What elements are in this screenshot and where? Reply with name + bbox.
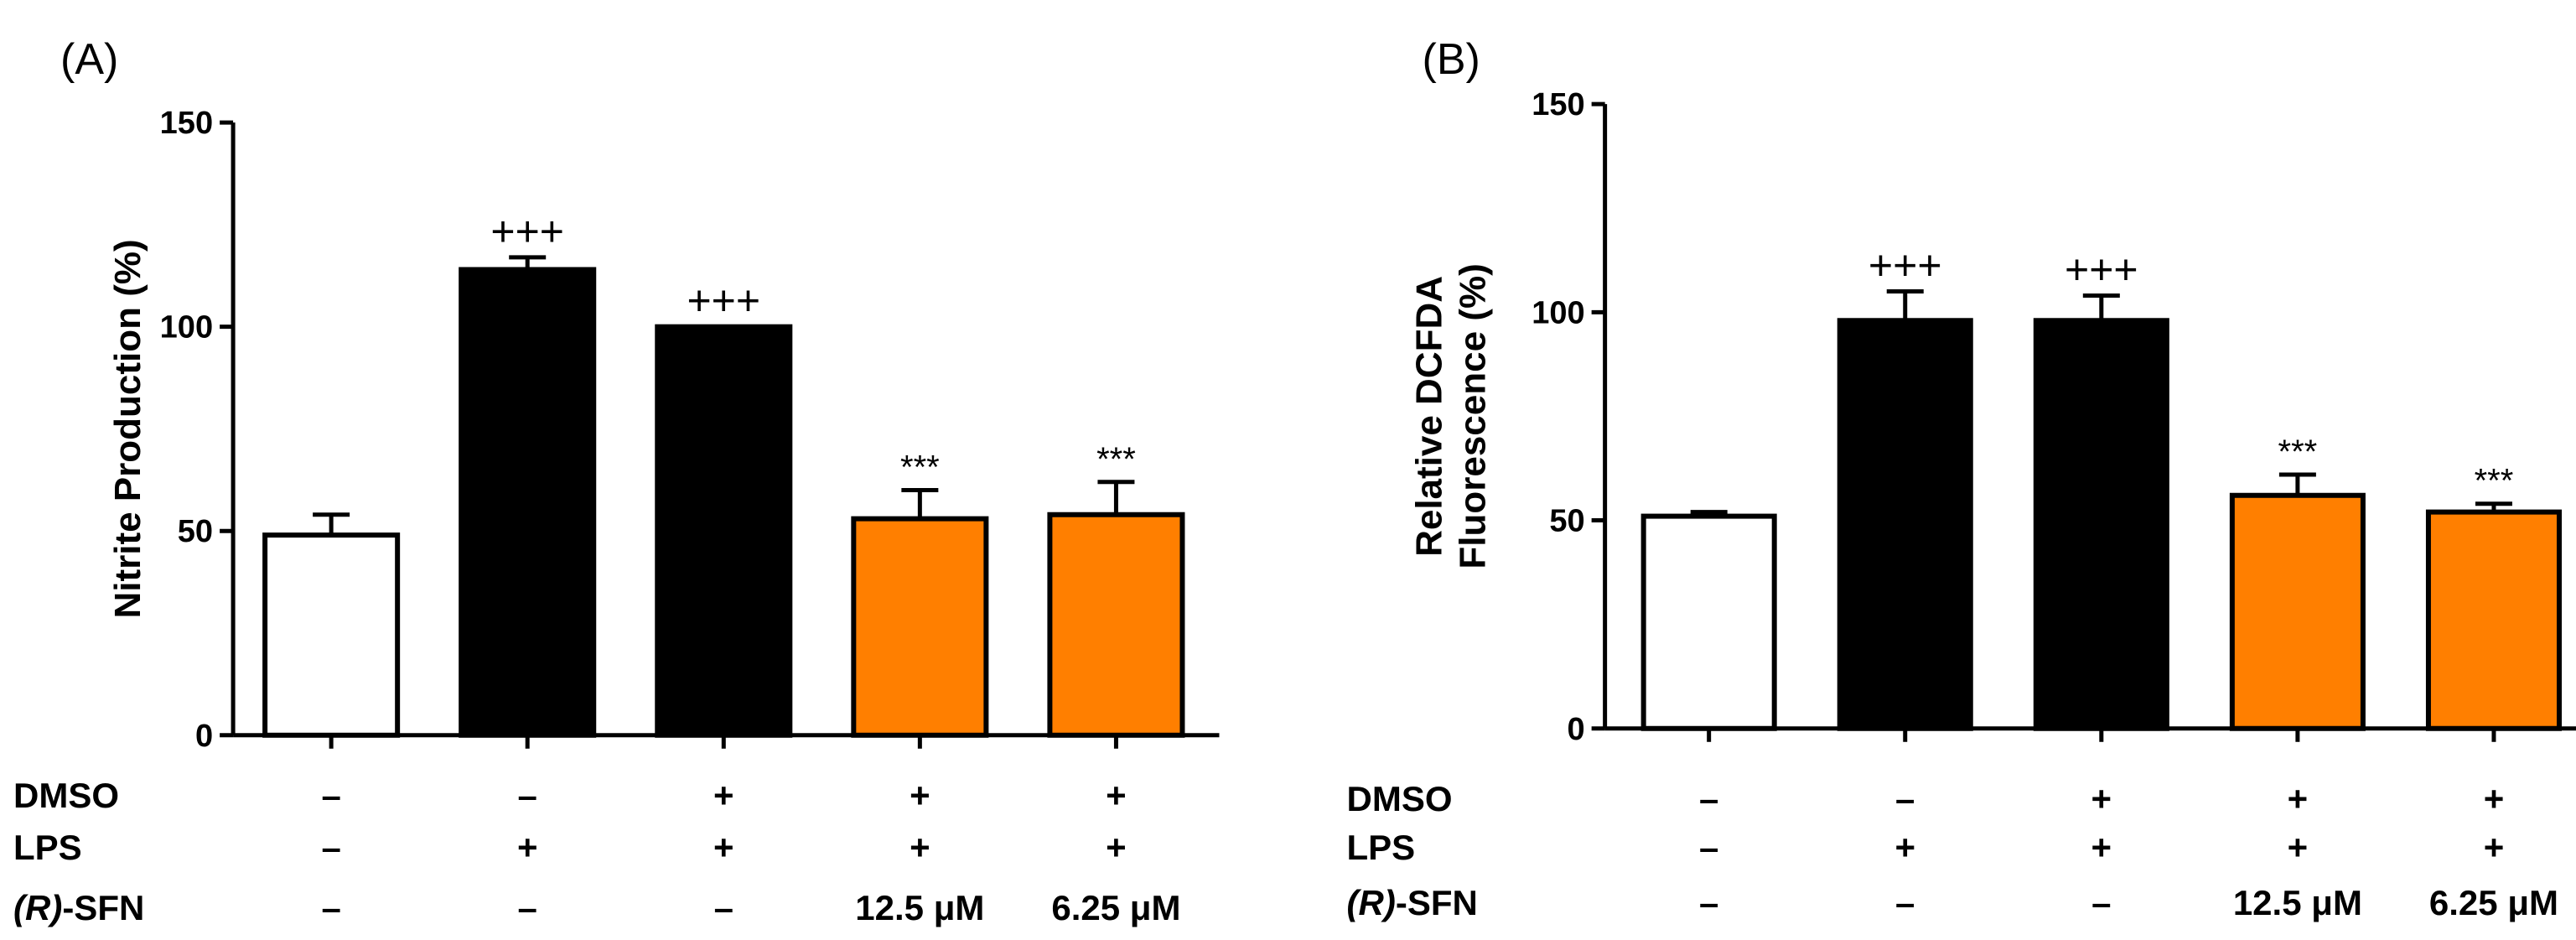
y-axis-title: Relative DCFDA Fluorescence (%) bbox=[1409, 263, 1494, 569]
condition-label-sfn-italic: (R) bbox=[13, 888, 62, 927]
significance-label: *** bbox=[2475, 463, 2514, 500]
condition-value: – bbox=[1699, 883, 1718, 922]
condition-value: – bbox=[2091, 883, 2111, 922]
panel-label: (B) bbox=[1423, 35, 1480, 84]
condition-value: – bbox=[518, 776, 537, 815]
condition-value: 6.25 μM bbox=[1051, 888, 1180, 927]
bar bbox=[2425, 509, 2562, 731]
condition-value: + bbox=[713, 776, 734, 815]
condition-value: 12.5 μM bbox=[2233, 883, 2362, 922]
significance-label: +++ bbox=[1869, 242, 1942, 289]
condition-value: + bbox=[1894, 828, 1915, 867]
condition-value: + bbox=[910, 776, 930, 815]
y-tick-label: 0 bbox=[1567, 712, 1584, 747]
bar bbox=[2229, 492, 2366, 731]
y-axis-title: Nitrite Production (%) bbox=[107, 239, 148, 618]
y-axis-title-line: Relative DCFDA bbox=[1409, 276, 1450, 557]
y-axis-title-line: Fluorescence (%) bbox=[1453, 263, 1494, 569]
significance-label: +++ bbox=[687, 278, 760, 325]
condition-label-sfn-rest: -SFN bbox=[62, 888, 144, 927]
condition-label-lps: LPS bbox=[1347, 828, 1416, 867]
condition-label-sfn: (R)-SFN bbox=[1347, 883, 1478, 922]
bar bbox=[459, 267, 597, 738]
condition-value: + bbox=[2484, 828, 2505, 867]
y-tick-label: 150 bbox=[160, 106, 213, 141]
panel-b: (B) 0 50 100 150 Relative DCFDA Fluorescence (… bbox=[1347, 35, 2576, 922]
condition-value: 6.25 μM bbox=[2429, 883, 2558, 922]
significance-label: *** bbox=[1096, 441, 1136, 478]
condition-value: – bbox=[1699, 828, 1718, 867]
bar bbox=[1047, 512, 1185, 738]
condition-label-sfn-rest: -SFN bbox=[1396, 883, 1478, 922]
condition-label-dmso: DMSO bbox=[1347, 779, 1453, 818]
condition-value: – bbox=[714, 888, 733, 927]
significance-label: +++ bbox=[2065, 246, 2138, 293]
condition-value: – bbox=[1895, 883, 1915, 922]
bar bbox=[1837, 318, 1973, 731]
condition-label-lps: LPS bbox=[13, 828, 82, 867]
condition-value: – bbox=[1895, 779, 1915, 818]
condition-value: + bbox=[2288, 828, 2309, 867]
condition-label-sfn-italic: (R) bbox=[1347, 883, 1396, 922]
condition-value: – bbox=[1699, 779, 1718, 818]
condition-value: + bbox=[1106, 828, 1127, 867]
bar bbox=[262, 532, 401, 738]
condition-value: + bbox=[1106, 776, 1127, 815]
condition-value: + bbox=[910, 828, 930, 867]
y-axis-title-line: Nitrite Production (%) bbox=[107, 239, 148, 618]
bar bbox=[851, 516, 989, 738]
significance-label: *** bbox=[2278, 434, 2318, 470]
y-tick-label: 50 bbox=[1549, 504, 1584, 539]
condition-value: + bbox=[2091, 828, 2112, 867]
condition-value: – bbox=[518, 888, 537, 927]
y-tick-label: 150 bbox=[1532, 87, 1584, 122]
bar bbox=[655, 324, 793, 738]
condition-value: 12.5 μM bbox=[855, 888, 984, 927]
condition-value: + bbox=[517, 828, 538, 867]
significance-label: +++ bbox=[490, 208, 564, 255]
y-tick-label: 100 bbox=[160, 310, 213, 345]
significance-label: *** bbox=[900, 449, 940, 486]
panel-label: (A) bbox=[60, 35, 118, 84]
condition-label-dmso: DMSO bbox=[13, 776, 119, 815]
condition-value: – bbox=[321, 776, 340, 815]
condition-value: + bbox=[2484, 779, 2505, 818]
condition-value: – bbox=[321, 888, 340, 927]
y-tick-label: 100 bbox=[1532, 295, 1584, 330]
bar bbox=[1640, 513, 1777, 731]
y-tick-label: 0 bbox=[195, 719, 213, 754]
condition-value: – bbox=[321, 828, 340, 867]
condition-value: + bbox=[2288, 779, 2309, 818]
condition-value: + bbox=[713, 828, 734, 867]
condition-value: + bbox=[2091, 779, 2112, 818]
condition-label-sfn: (R)-SFN bbox=[13, 888, 144, 927]
bar bbox=[2033, 318, 2169, 731]
y-tick-label: 50 bbox=[178, 514, 213, 549]
